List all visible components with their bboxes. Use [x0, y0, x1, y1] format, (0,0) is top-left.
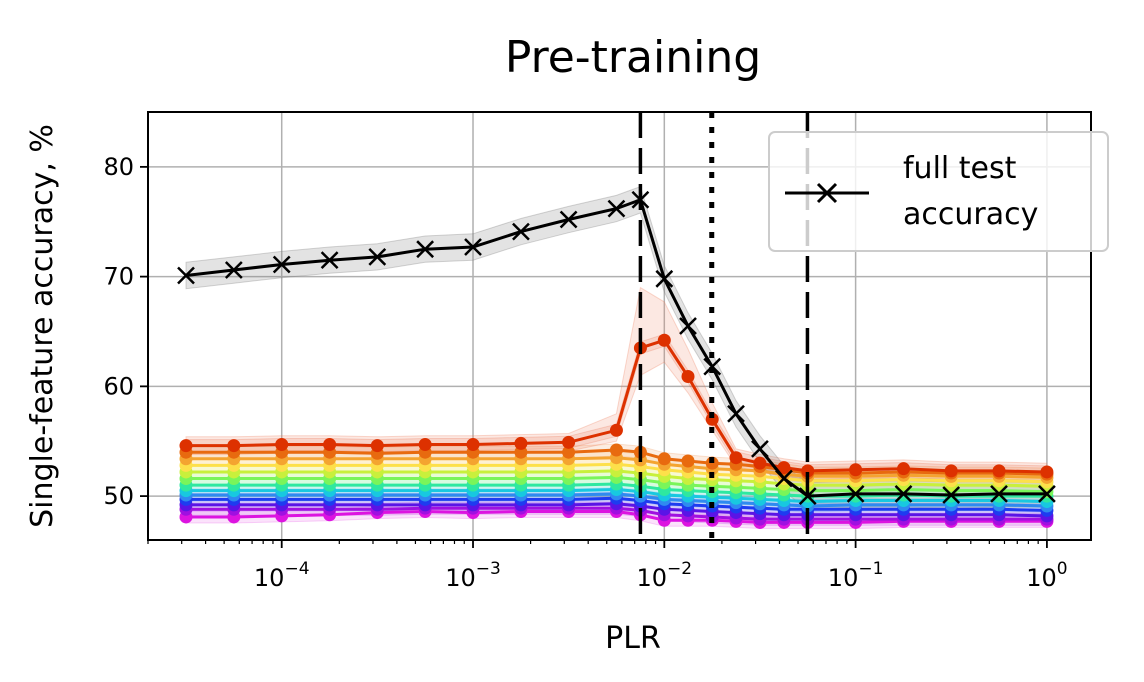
feature-point: [681, 369, 695, 383]
feature-point: [609, 443, 623, 457]
full-test-point: [177, 266, 195, 285]
x-tick-base: 10: [1026, 564, 1057, 592]
x-tick-exponent: −3: [476, 559, 501, 579]
feature-point: [705, 412, 719, 426]
feature-point: [227, 439, 241, 453]
legend-label-line-1: full test: [903, 151, 1017, 186]
full-test-point: [416, 240, 435, 259]
legend-label-line-2: accuracy: [903, 197, 1038, 232]
feature-point: [657, 452, 671, 466]
full-test-point: [679, 317, 697, 335]
full-test-point: [368, 247, 387, 266]
feature-point: [323, 438, 337, 452]
x-tick-base: 10: [637, 564, 668, 592]
feature-point: [275, 438, 289, 452]
x-tick-exponent: −1: [858, 559, 883, 579]
x-tick-label: 10−2: [637, 559, 693, 592]
legend-marker: [816, 182, 838, 204]
feature-point: [897, 462, 911, 476]
feature-point: [729, 451, 743, 465]
full-test-point: [512, 222, 530, 241]
legend-box: [768, 131, 1109, 252]
chart-title: Pre-training: [505, 32, 761, 83]
feature-point: [562, 445, 576, 459]
full-test-point: [655, 269, 674, 288]
legend: full test accuracy: [768, 131, 1109, 252]
full-test-point: [775, 469, 793, 488]
full-test-point: [703, 357, 722, 376]
feature-point: [562, 435, 576, 449]
threshold-lines: [638, 112, 810, 540]
full-test-point: [942, 486, 961, 504]
feature-point: [777, 461, 791, 475]
x-tick-base: 10: [445, 564, 476, 592]
y-axis-label: Single-feature accuracy, %: [25, 124, 60, 528]
full-test-point: [224, 261, 243, 279]
full-test-point: [894, 485, 913, 503]
x-tick-label: 10−4: [254, 559, 310, 592]
feature-point: [705, 456, 719, 470]
x-tick-label: 10−1: [828, 559, 884, 592]
feature-point: [514, 436, 528, 450]
x-tick-exponent: −4: [284, 559, 309, 579]
feature-point: [370, 439, 384, 453]
x-tick-exponent: −2: [667, 559, 692, 579]
series-lines: [177, 190, 1056, 529]
feature-point: [1040, 465, 1054, 479]
feature-point: [849, 463, 863, 477]
feature-point: [944, 464, 958, 478]
x-tick-exponent: 0: [1057, 559, 1068, 579]
full-test-point: [751, 440, 769, 458]
x-tick-label: 100: [1026, 559, 1067, 592]
plot-frame: [147, 111, 1092, 541]
full-test-point: [272, 255, 291, 274]
feature-point: [179, 439, 193, 453]
full-test-point: [990, 485, 1008, 503]
feature-point: [418, 438, 432, 452]
x-tick-base: 10: [254, 564, 285, 592]
x-axis-label: PLR: [605, 621, 661, 656]
feature-point: [753, 456, 767, 470]
feature-point: [992, 464, 1006, 478]
feature-point: [657, 333, 671, 347]
full-test-point: [464, 238, 482, 256]
feature-point: [466, 438, 480, 452]
x-tick-label: 10−3: [445, 559, 501, 592]
feature-point: [609, 423, 623, 437]
feature-point: [681, 454, 695, 468]
full-test-point: [1038, 485, 1056, 503]
x-tick-base: 10: [828, 564, 859, 592]
full-test-point: [607, 199, 626, 218]
full-test-point: [727, 404, 745, 423]
y-tick-label: 50: [103, 482, 134, 510]
full-test-point: [846, 485, 865, 503]
y-tick-label: 80: [103, 153, 134, 181]
y-tick-label: 70: [103, 263, 134, 291]
y-tick-label: 60: [103, 372, 134, 400]
full-test-point: [559, 210, 578, 229]
feature-point: [801, 464, 815, 478]
full-test-point: [320, 251, 339, 270]
